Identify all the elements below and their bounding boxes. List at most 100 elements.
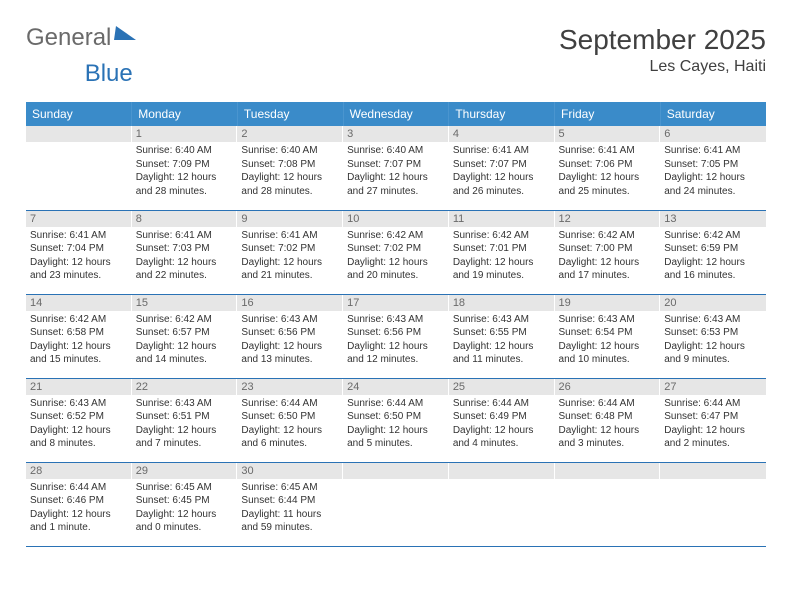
sunset-text: Sunset: 6:47 PM xyxy=(664,410,762,424)
day-content: Sunrise: 6:45 AMSunset: 6:44 PMDaylight:… xyxy=(237,479,343,539)
sunset-text: Sunset: 6:45 PM xyxy=(136,494,234,508)
sunrise-text: Sunrise: 6:42 AM xyxy=(30,313,128,327)
calendar-day-cell: 2Sunrise: 6:40 AMSunset: 7:08 PMDaylight… xyxy=(237,126,343,210)
daylight-text: Daylight: 12 hours and 3 minutes. xyxy=(559,424,657,451)
sunrise-text: Sunrise: 6:43 AM xyxy=(559,313,657,327)
day-number xyxy=(555,463,661,479)
sunset-text: Sunset: 6:50 PM xyxy=(241,410,339,424)
day-number: 17 xyxy=(343,295,449,311)
sunrise-text: Sunrise: 6:44 AM xyxy=(30,481,128,495)
calendar-day-cell: 24Sunrise: 6:44 AMSunset: 6:50 PMDayligh… xyxy=(343,378,449,462)
calendar-day-cell: 6Sunrise: 6:41 AMSunset: 7:05 PMDaylight… xyxy=(660,126,766,210)
calendar-day-cell: 20Sunrise: 6:43 AMSunset: 6:53 PMDayligh… xyxy=(660,294,766,378)
calendar-day-cell xyxy=(343,462,449,546)
sunset-text: Sunset: 6:51 PM xyxy=(136,410,234,424)
day-number: 3 xyxy=(343,126,449,142)
day-number: 5 xyxy=(555,126,661,142)
day-content: Sunrise: 6:42 AMSunset: 7:00 PMDaylight:… xyxy=(555,227,661,287)
location-title: Les Cayes, Haiti xyxy=(559,58,766,76)
sunrise-text: Sunrise: 6:44 AM xyxy=(453,397,551,411)
day-content: Sunrise: 6:40 AMSunset: 7:07 PMDaylight:… xyxy=(343,142,449,202)
sunset-text: Sunset: 7:03 PM xyxy=(136,242,234,256)
calendar-day-cell: 27Sunrise: 6:44 AMSunset: 6:47 PMDayligh… xyxy=(660,378,766,462)
day-number: 9 xyxy=(237,211,343,227)
sunrise-text: Sunrise: 6:41 AM xyxy=(664,144,762,158)
day-number: 12 xyxy=(555,211,661,227)
sunrise-text: Sunrise: 6:40 AM xyxy=(347,144,445,158)
day-number: 1 xyxy=(132,126,238,142)
calendar-day-cell: 28Sunrise: 6:44 AMSunset: 6:46 PMDayligh… xyxy=(26,462,132,546)
brand-part2: Blue xyxy=(85,60,133,87)
day-content: Sunrise: 6:44 AMSunset: 6:50 PMDaylight:… xyxy=(237,395,343,455)
calendar-day-cell: 18Sunrise: 6:43 AMSunset: 6:55 PMDayligh… xyxy=(449,294,555,378)
sunset-text: Sunset: 6:56 PM xyxy=(241,326,339,340)
daylight-text: Daylight: 12 hours and 28 minutes. xyxy=(136,171,234,198)
day-number: 30 xyxy=(237,463,343,479)
day-content: Sunrise: 6:41 AMSunset: 7:06 PMDaylight:… xyxy=(555,142,661,202)
sunset-text: Sunset: 7:06 PM xyxy=(559,158,657,172)
daylight-text: Daylight: 12 hours and 15 minutes. xyxy=(30,340,128,367)
day-number: 26 xyxy=(555,379,661,395)
calendar-day-cell: 13Sunrise: 6:42 AMSunset: 6:59 PMDayligh… xyxy=(660,210,766,294)
calendar-day-cell: 7Sunrise: 6:41 AMSunset: 7:04 PMDaylight… xyxy=(26,210,132,294)
sunrise-text: Sunrise: 6:41 AM xyxy=(453,144,551,158)
calendar-day-cell: 17Sunrise: 6:43 AMSunset: 6:56 PMDayligh… xyxy=(343,294,449,378)
calendar-day-cell xyxy=(555,462,661,546)
brand-logo: General xyxy=(26,24,139,52)
calendar-day-cell: 16Sunrise: 6:43 AMSunset: 6:56 PMDayligh… xyxy=(237,294,343,378)
sunset-text: Sunset: 6:54 PM xyxy=(559,326,657,340)
sunrise-text: Sunrise: 6:41 AM xyxy=(559,144,657,158)
day-content: Sunrise: 6:40 AMSunset: 7:09 PMDaylight:… xyxy=(132,142,238,202)
sunset-text: Sunset: 6:49 PM xyxy=(453,410,551,424)
day-content: Sunrise: 6:42 AMSunset: 6:59 PMDaylight:… xyxy=(660,227,766,287)
day-content: Sunrise: 6:41 AMSunset: 7:03 PMDaylight:… xyxy=(132,227,238,287)
day-content: Sunrise: 6:41 AMSunset: 7:05 PMDaylight:… xyxy=(660,142,766,202)
sunrise-text: Sunrise: 6:43 AM xyxy=(453,313,551,327)
sunset-text: Sunset: 6:53 PM xyxy=(664,326,762,340)
day-number: 24 xyxy=(343,379,449,395)
weekday-header: Wednesday xyxy=(343,102,449,126)
day-content: Sunrise: 6:43 AMSunset: 6:52 PMDaylight:… xyxy=(26,395,132,455)
sunset-text: Sunset: 7:04 PM xyxy=(30,242,128,256)
daylight-text: Daylight: 12 hours and 0 minutes. xyxy=(136,508,234,535)
calendar-day-cell xyxy=(449,462,555,546)
sunrise-text: Sunrise: 6:42 AM xyxy=(347,229,445,243)
day-number: 29 xyxy=(132,463,238,479)
sunrise-text: Sunrise: 6:42 AM xyxy=(453,229,551,243)
calendar-week-row: 1Sunrise: 6:40 AMSunset: 7:09 PMDaylight… xyxy=(26,126,766,210)
calendar-header-row: Sunday Monday Tuesday Wednesday Thursday… xyxy=(26,102,766,126)
sunrise-text: Sunrise: 6:41 AM xyxy=(30,229,128,243)
day-content: Sunrise: 6:44 AMSunset: 6:47 PMDaylight:… xyxy=(660,395,766,455)
daylight-text: Daylight: 12 hours and 9 minutes. xyxy=(664,340,762,367)
sunset-text: Sunset: 7:01 PM xyxy=(453,242,551,256)
daylight-text: Daylight: 12 hours and 2 minutes. xyxy=(664,424,762,451)
day-number: 14 xyxy=(26,295,132,311)
daylight-text: Daylight: 12 hours and 28 minutes. xyxy=(241,171,339,198)
day-number: 16 xyxy=(237,295,343,311)
weekday-header: Saturday xyxy=(660,102,766,126)
day-content: Sunrise: 6:43 AMSunset: 6:55 PMDaylight:… xyxy=(449,311,555,371)
calendar-day-cell xyxy=(26,126,132,210)
month-title: September 2025 xyxy=(559,24,766,56)
calendar-body: 1Sunrise: 6:40 AMSunset: 7:09 PMDaylight… xyxy=(26,126,766,546)
calendar-day-cell: 4Sunrise: 6:41 AMSunset: 7:07 PMDaylight… xyxy=(449,126,555,210)
sunrise-text: Sunrise: 6:44 AM xyxy=(664,397,762,411)
sunrise-text: Sunrise: 6:44 AM xyxy=(347,397,445,411)
weekday-header: Friday xyxy=(555,102,661,126)
day-content: Sunrise: 6:41 AMSunset: 7:02 PMDaylight:… xyxy=(237,227,343,287)
daylight-text: Daylight: 12 hours and 7 minutes. xyxy=(136,424,234,451)
sunset-text: Sunset: 6:52 PM xyxy=(30,410,128,424)
calendar-week-row: 28Sunrise: 6:44 AMSunset: 6:46 PMDayligh… xyxy=(26,462,766,546)
daylight-text: Daylight: 12 hours and 14 minutes. xyxy=(136,340,234,367)
sunset-text: Sunset: 6:56 PM xyxy=(347,326,445,340)
day-content: Sunrise: 6:40 AMSunset: 7:08 PMDaylight:… xyxy=(237,142,343,202)
sunset-text: Sunset: 6:48 PM xyxy=(559,410,657,424)
daylight-text: Daylight: 12 hours and 16 minutes. xyxy=(664,256,762,283)
day-number: 6 xyxy=(660,126,766,142)
daylight-text: Daylight: 12 hours and 27 minutes. xyxy=(347,171,445,198)
daylight-text: Daylight: 12 hours and 5 minutes. xyxy=(347,424,445,451)
daylight-text: Daylight: 12 hours and 20 minutes. xyxy=(347,256,445,283)
calendar-day-cell: 11Sunrise: 6:42 AMSunset: 7:01 PMDayligh… xyxy=(449,210,555,294)
day-content: Sunrise: 6:44 AMSunset: 6:46 PMDaylight:… xyxy=(26,479,132,539)
weekday-header: Monday xyxy=(132,102,238,126)
